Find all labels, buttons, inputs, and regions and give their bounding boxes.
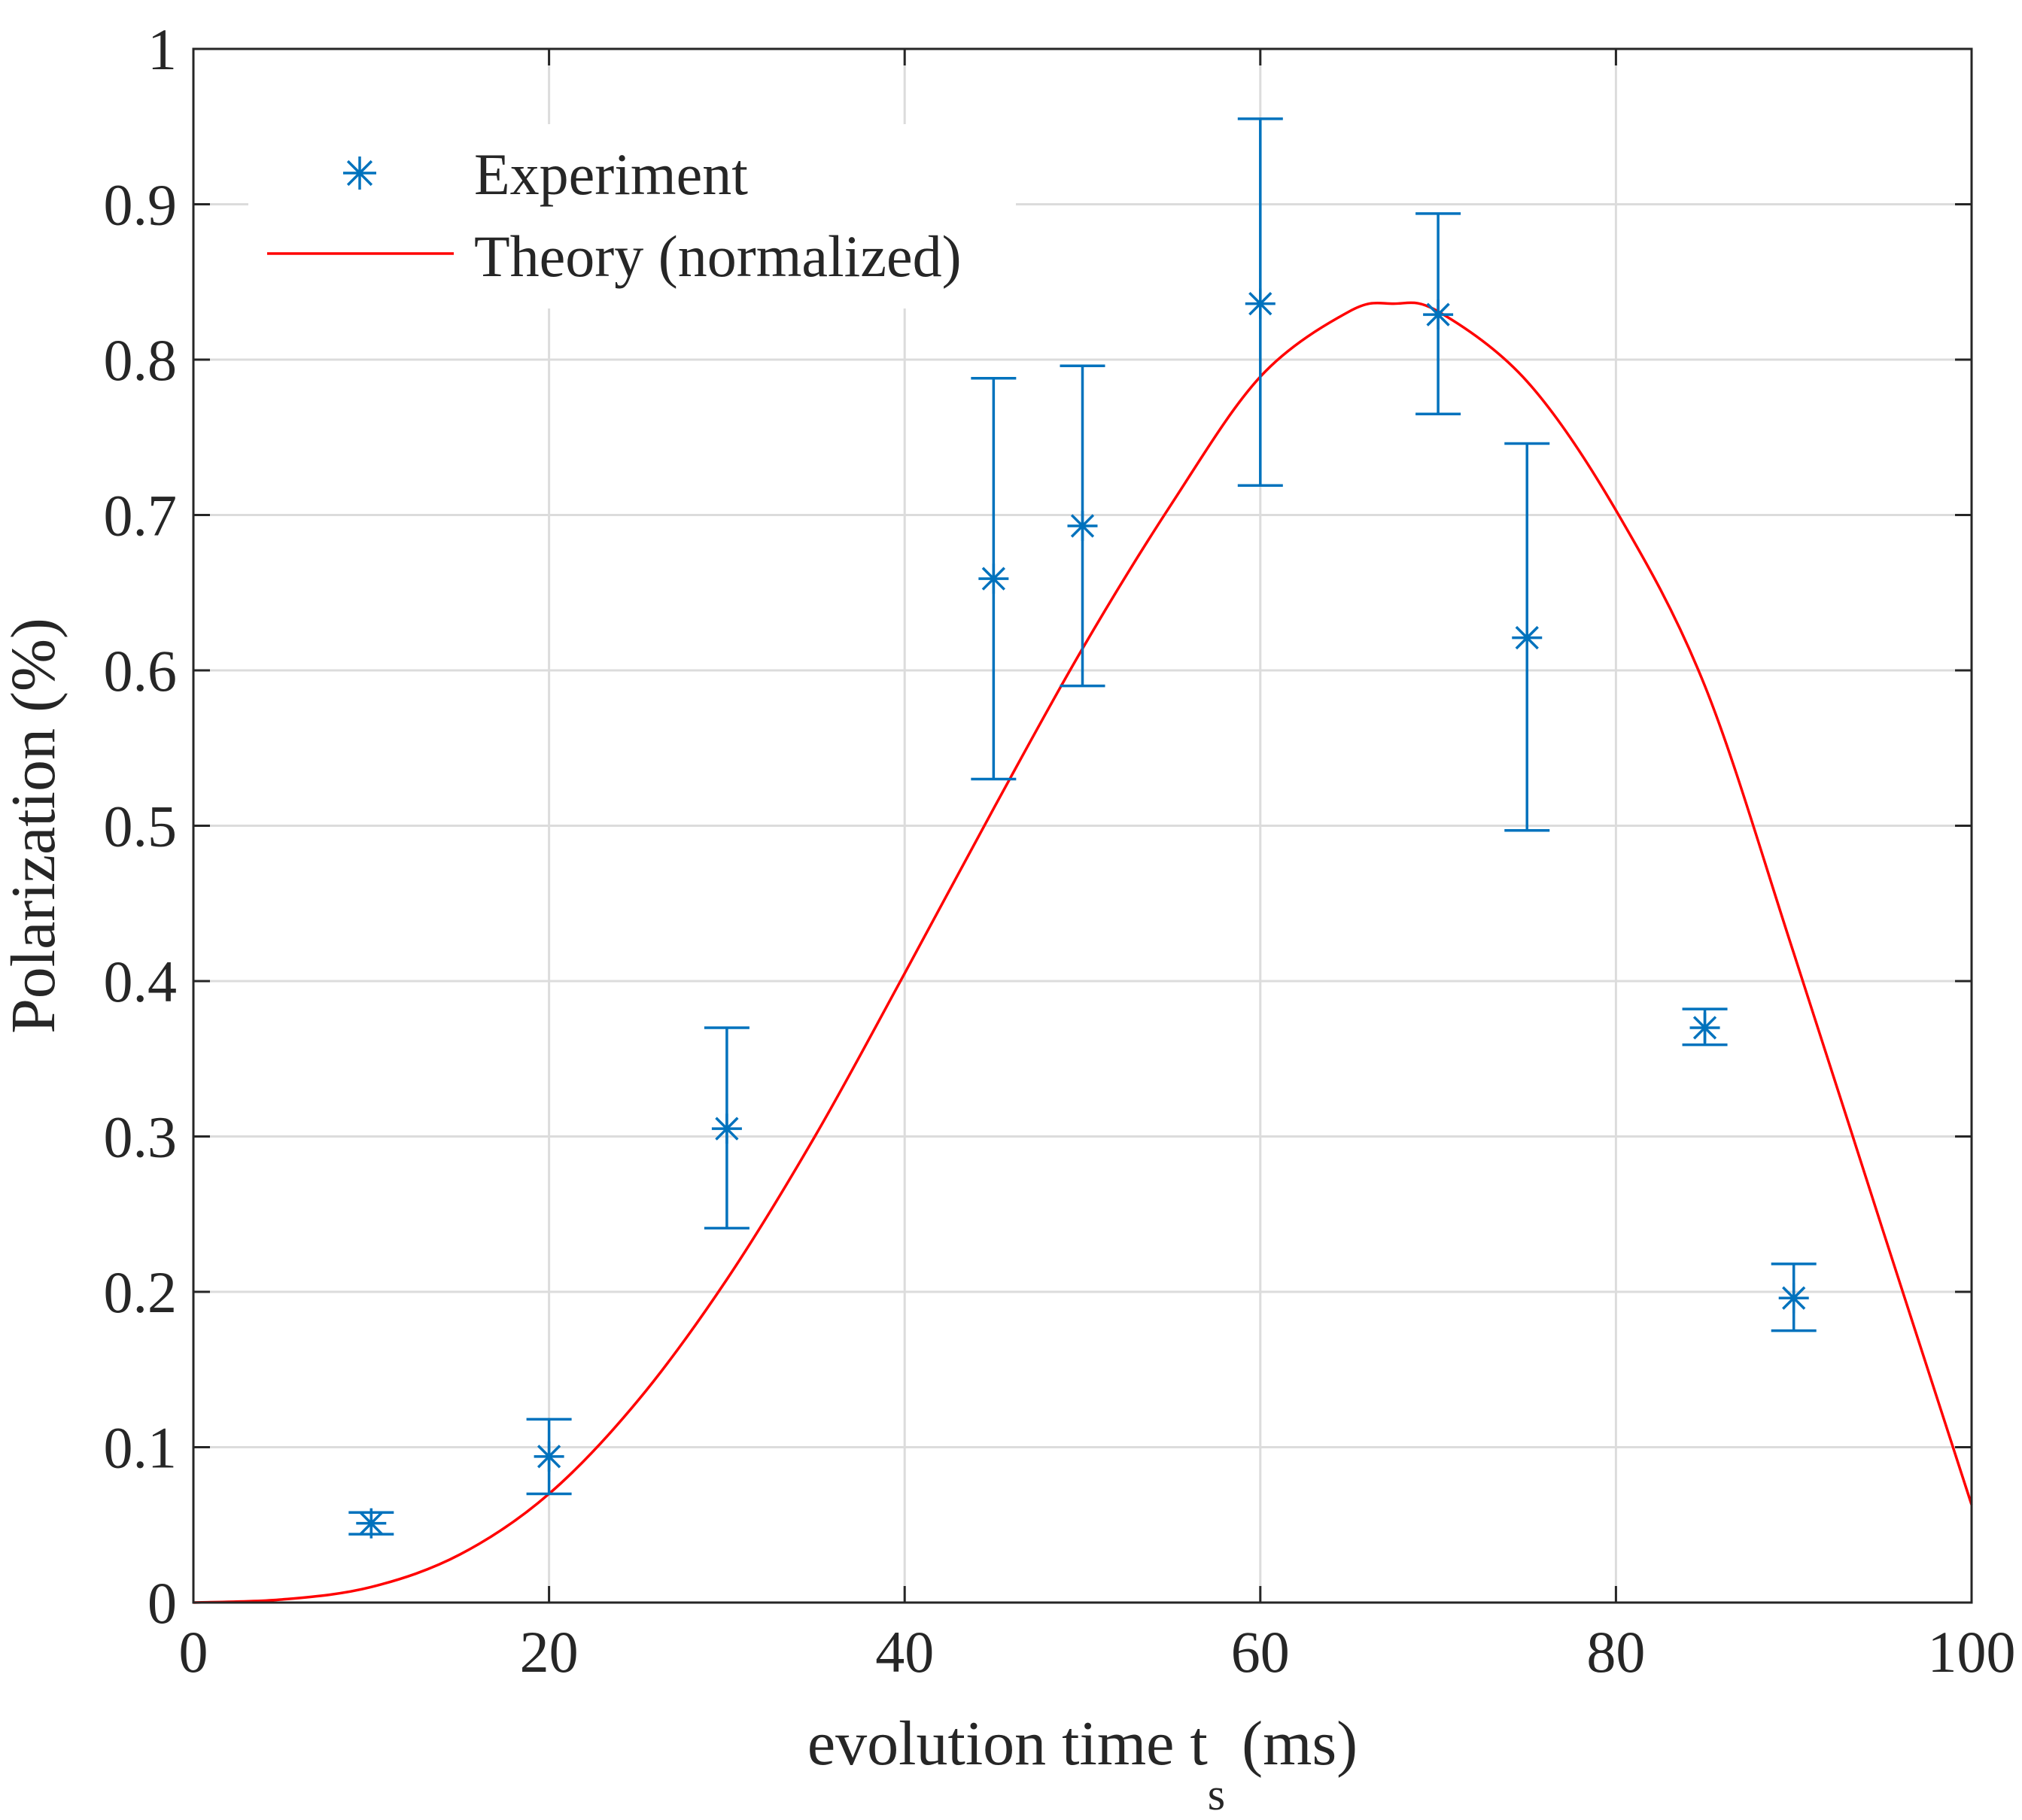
marker-stroke bbox=[981, 567, 1005, 591]
legend-theory-label: Theory (normalized) bbox=[474, 223, 962, 289]
marker-stroke bbox=[1515, 625, 1539, 650]
experiment-point bbox=[356, 1508, 387, 1539]
experiment-point bbox=[711, 1114, 742, 1144]
legend-experiment-marker bbox=[343, 156, 376, 190]
y-tick-label: 0.7 bbox=[104, 483, 178, 548]
legend-box bbox=[248, 124, 1016, 308]
marker-stroke bbox=[1782, 1286, 1806, 1310]
x-tick-label: 80 bbox=[1586, 1619, 1645, 1685]
legend-experiment-label: Experiment bbox=[474, 141, 748, 207]
legend: Experiment Theory (normalized) bbox=[248, 124, 1016, 308]
tick-labels: 0 20 40 60 80 100 0 0.1 0.2 0.3 0.4 0.5 0.6 0.7 0.8 0.9… bbox=[104, 17, 2016, 1685]
experiment-point bbox=[534, 1441, 564, 1472]
x-axis-title: evolution time ts (ms) bbox=[807, 1709, 1358, 1819]
experiment-point bbox=[978, 564, 1009, 594]
legend-asterisk bbox=[343, 156, 376, 190]
x-tick-label: 20 bbox=[520, 1619, 579, 1685]
y-tick-label: 0.9 bbox=[104, 172, 178, 238]
marker-stroke bbox=[715, 1117, 739, 1141]
y-tick-label: 0.8 bbox=[104, 327, 178, 393]
y-tick-label: 0.1 bbox=[104, 1415, 178, 1481]
marker-stroke bbox=[1070, 514, 1095, 538]
x-axis-title-subscript: s bbox=[1208, 1770, 1225, 1819]
x-axis-title-unit: (ms) bbox=[1242, 1709, 1358, 1779]
y-tick-label: 0.2 bbox=[104, 1259, 178, 1325]
marker-stroke bbox=[1692, 1016, 1717, 1040]
experiment-point bbox=[1067, 510, 1098, 541]
experiment-point bbox=[1689, 1012, 1720, 1043]
y-tick-label: 0.6 bbox=[104, 638, 178, 703]
experiment-point bbox=[1423, 299, 1454, 330]
x-tick-label: 0 bbox=[179, 1619, 208, 1685]
experiment-point bbox=[1512, 622, 1543, 653]
y-tick-label: 0.4 bbox=[104, 949, 178, 1014]
marker-stroke bbox=[1248, 292, 1272, 316]
experiment-point bbox=[1245, 288, 1276, 319]
x-axis-title-text: evolution time t bbox=[807, 1709, 1208, 1779]
y-tick-label: 0.3 bbox=[104, 1104, 178, 1170]
x-tick-label: 100 bbox=[1928, 1619, 2016, 1685]
plot-frame bbox=[192, 47, 1973, 1604]
x-tick-label: 60 bbox=[1231, 1619, 1290, 1685]
y-tick-label: 1 bbox=[147, 17, 177, 82]
y-tick-label: 0.5 bbox=[104, 794, 178, 859]
marker-stroke bbox=[359, 1512, 383, 1536]
y-axis-title: Polarization (%) bbox=[0, 618, 68, 1034]
theory-curve bbox=[193, 301, 1973, 1604]
experiment-point bbox=[1778, 1283, 1809, 1314]
marker-stroke bbox=[537, 1445, 561, 1469]
y-tick-label: 0 bbox=[147, 1570, 177, 1636]
marker-stroke bbox=[346, 160, 373, 187]
marker-stroke bbox=[1426, 302, 1450, 327]
x-tick-label: 40 bbox=[875, 1619, 934, 1685]
plot-area bbox=[193, 117, 1973, 1604]
